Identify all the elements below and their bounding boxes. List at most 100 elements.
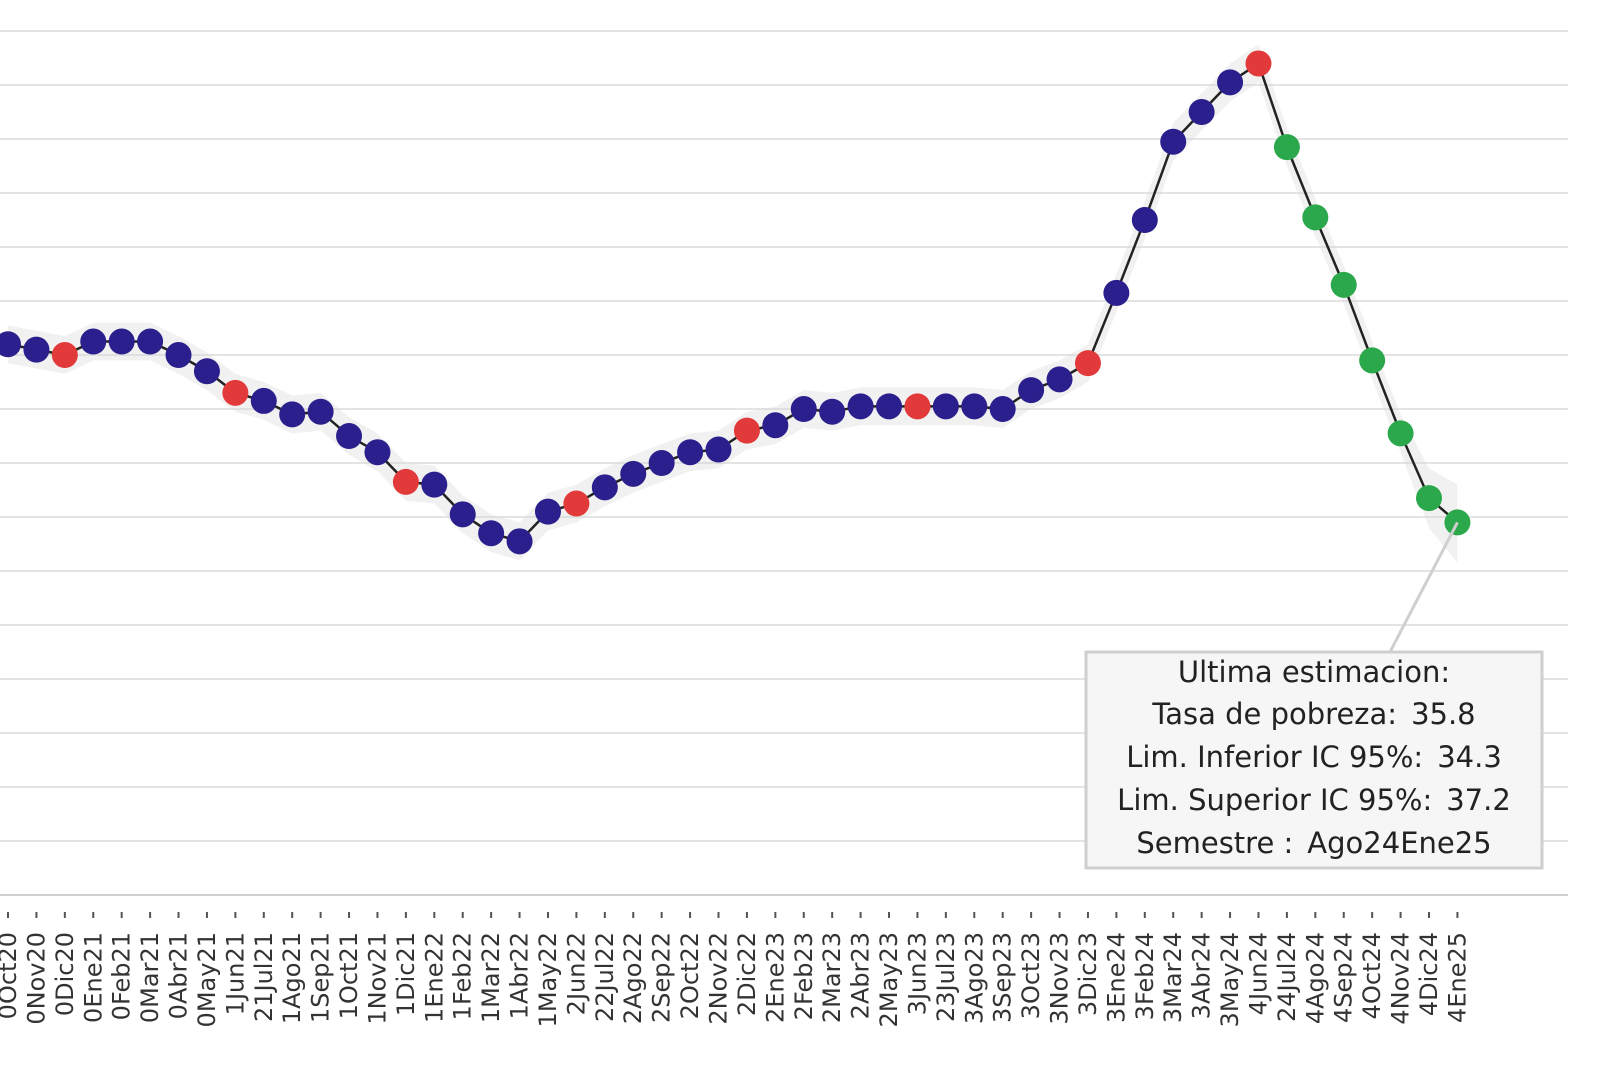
x-tick-label: 24Jul24 [1273,932,1301,1022]
point [1160,128,1187,155]
point [1273,134,1300,161]
point [563,490,590,517]
x-tick-label: 4Jun24 [1244,932,1272,1015]
x-tick-label: 3Nov23 [1046,932,1074,1025]
point [1103,279,1130,306]
point [705,436,732,463]
point [1131,207,1158,234]
point [932,393,959,420]
x-tick-label: 3Oct23 [1017,932,1045,1019]
point [222,379,249,406]
x-tick-label: 1Feb22 [449,932,477,1020]
x-tick-label: 0Feb21 [108,932,136,1020]
x-tick-label: 4Oct24 [1358,932,1386,1019]
x-tick-label: 2Sep22 [648,932,676,1023]
point [1387,420,1414,447]
tooltip-label: Semestre : [1136,826,1293,860]
point [762,412,789,439]
point [733,417,760,444]
x-tick-label: 1Mar22 [477,932,505,1023]
point [364,439,391,466]
x-tick-label: 3Abr24 [1188,932,1216,1019]
point [1245,50,1272,77]
point [534,498,561,525]
point [0,331,21,358]
x-tick-label: 1Sep21 [307,932,335,1023]
x-tick-label: 0Oct20 [0,932,22,1019]
tooltip-title: Ultima estimacion: [1178,655,1450,689]
point [23,336,50,363]
x-tick-label: 3Ago23 [960,932,988,1024]
tooltip-line: Tasa de pobreza: 35.8 [1151,697,1475,731]
point [1188,99,1215,126]
point [1330,271,1357,298]
point [307,398,334,425]
x-tick-label: 2Ene23 [761,932,789,1023]
x-tick-label: 4Nov24 [1387,932,1415,1025]
point [1046,366,1073,393]
tooltip-value: 37.2 [1446,783,1511,817]
x-tick-label: 1Nov21 [363,932,391,1025]
point [51,342,78,369]
x-tick-label: 1Jun21 [221,932,249,1015]
x-tick-label: 0Nov20 [22,932,50,1025]
point [620,460,647,487]
x-tick-label: 2Oct22 [676,932,704,1019]
tooltip-line: Semestre : Ago24Ene25 [1136,826,1491,860]
x-tick-label: 2Ago22 [619,932,647,1024]
point [80,328,107,355]
x-tick-label: 4Sep24 [1330,932,1358,1023]
x-tick-label: 4Dic24 [1415,932,1443,1016]
x-tick-label: 0Dic20 [51,932,79,1016]
tooltip-value: Ago24Ene25 [1307,826,1491,860]
tooltip-label: Lim. Inferior IC 95%: [1126,740,1423,774]
tooltip-line: Lim. Inferior IC 95%: 34.3 [1126,740,1502,774]
point [989,396,1016,423]
x-tick-label: 1May22 [534,932,562,1027]
point [336,423,363,450]
point [961,393,988,420]
point [819,398,846,425]
point [677,439,704,466]
point [1018,377,1045,404]
line [7,61,1459,543]
point [193,358,220,385]
point [449,501,476,528]
point [165,342,192,369]
point [279,401,306,428]
x-tick-label: 3May24 [1216,932,1244,1027]
x-tick-label: 2Jun22 [562,932,590,1015]
point [591,474,618,501]
x-tick-label: 1Abr22 [506,932,534,1019]
point [1359,347,1386,374]
x-tick-label: 3Mar24 [1159,932,1187,1023]
x-tick-label: 3Dic23 [1074,932,1102,1016]
x-tick-label: 23Jul23 [932,932,960,1022]
point [392,468,419,495]
point [108,328,135,355]
x-tick-label: 4Ene25 [1443,932,1471,1023]
point [847,393,874,420]
tooltip-value: 35.8 [1411,697,1476,731]
tooltip-label: Tasa de pobreza: [1151,697,1397,731]
point [1074,350,1101,377]
x-tick-label: 2May23 [875,932,903,1027]
x-tick-label: 1Dic21 [392,932,420,1016]
ci-band [8,44,1458,563]
x-tick-label: 21Jul21 [250,932,278,1022]
x-tick-label: 0Ene21 [79,932,107,1023]
point [478,520,505,547]
x-tick-label: 4Ago24 [1301,932,1329,1024]
point [790,396,817,423]
point [1302,204,1329,231]
x-tick-label: 3Sep23 [989,932,1017,1023]
x-tick-label: 3Feb24 [1131,932,1159,1020]
point [648,450,675,477]
tooltip: Ultima estimacion: Tasa de pobreza: 35.8 Li… [1084,650,1544,870]
tooltip-box [1084,650,1544,870]
x-tick-label: 3Jun23 [903,932,931,1015]
tooltip-connector [1388,521,1459,653]
x-tick-label: 2Nov22 [705,932,733,1025]
x-tick-label: 2Abr23 [847,932,875,1019]
